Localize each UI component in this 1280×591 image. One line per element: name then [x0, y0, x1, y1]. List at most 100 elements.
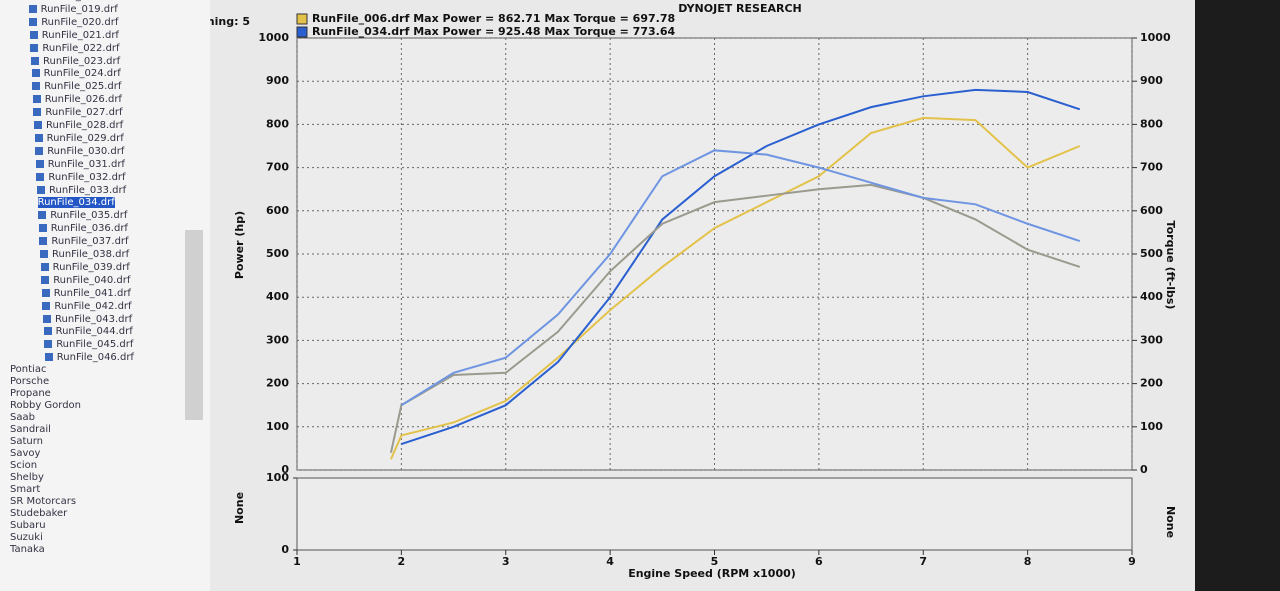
file-item[interactable]: RunFile_029.drf: [34, 132, 124, 144]
data-line: [389, 183, 1081, 453]
item-label: RunFile_020.drf: [41, 16, 119, 28]
x-tick-label: 5: [711, 555, 719, 568]
file-item[interactable]: RunFile_023.drf: [31, 56, 120, 67]
file-icon: [38, 211, 47, 220]
item-label: RunFile_022.drf: [42, 42, 120, 54]
item-label: RunFile_023.drf: [43, 55, 121, 67]
item-label: RunFile_029.drf: [46, 132, 124, 144]
file-item[interactable]: RunFile_034.drf: [37, 197, 115, 209]
file-icon: [40, 250, 48, 258]
file-item[interactable]: RunFile_026.drf: [32, 94, 122, 105]
file-icon: [44, 353, 53, 362]
file-item[interactable]: RunFile_032.drf: [36, 172, 126, 183]
y2-tick-label: 900: [1140, 74, 1163, 87]
data-line: [401, 88, 1081, 446]
x-axis-label: Engine Speed (RPM x1000): [628, 567, 796, 580]
item-label: Suzuki: [10, 532, 43, 543]
file-item[interactable]: RunFile_040.drf: [41, 275, 130, 286]
item-label: RunFile_027.drf: [45, 107, 123, 119]
chart-title: DYNOJET RESEARCH: [678, 2, 801, 15]
file-item[interactable]: RunFile_019.drf: [28, 3, 118, 15]
item-label: RunFile_028.drf: [46, 120, 124, 131]
file-icon: [34, 121, 42, 129]
file-icon: [32, 95, 41, 104]
make-item[interactable]: Suzuki: [10, 532, 43, 543]
make-item[interactable]: Saturn: [10, 436, 43, 447]
y2-axis-label: Torque (ft-lbs): [1164, 221, 1177, 310]
item-label: RunFile_038.drf: [52, 249, 130, 260]
file-item[interactable]: RunFile_039.drf: [40, 261, 130, 273]
file-item[interactable]: RunFile_018.drf: [28, 0, 117, 2]
make-item[interactable]: Pontiac: [10, 364, 46, 375]
y-tick-label: 0: [281, 463, 289, 476]
file-item[interactable]: RunFile_041.drf: [41, 287, 131, 299]
file-item[interactable]: RunFile_033.drf: [37, 185, 126, 196]
file-item[interactable]: RunFile_024.drf: [31, 68, 121, 79]
item-label: RunFile_039.drf: [52, 261, 130, 273]
item-label: RunFile_035.drf: [50, 210, 128, 222]
file-item[interactable]: RunFile_022.drf: [30, 42, 120, 54]
file-item[interactable]: RunFile_036.drf: [38, 223, 128, 234]
file-icon: [43, 327, 52, 336]
lower-y2-label: None: [1164, 506, 1177, 538]
item-label: RunFile_025.drf: [44, 81, 122, 93]
file-item[interactable]: RunFile_042.drf: [42, 301, 132, 312]
item-label: RunFile_043.drf: [55, 313, 133, 325]
file-item[interactable]: RunFile_035.drf: [38, 210, 127, 221]
file-item[interactable]: RunFile_043.drf: [43, 314, 132, 325]
y-tick-label: 300: [266, 333, 289, 346]
y-tick-label: 400: [266, 290, 289, 303]
file-item[interactable]: RunFile_044.drf: [43, 326, 133, 338]
item-label: RunFile_041.drf: [53, 287, 131, 299]
file-item[interactable]: RunFile_045.drf: [44, 339, 133, 350]
file-icon: [44, 340, 53, 349]
x-tick-label: 4: [606, 555, 614, 568]
item-label: Propane: [10, 388, 51, 399]
item-label: RunFile_018.drf: [40, 0, 117, 2]
make-item[interactable]: Shelby: [10, 472, 44, 483]
make-item[interactable]: Sandrail: [10, 424, 51, 435]
item-label: Saab: [10, 412, 35, 423]
item-label: RunFile_044.drf: [55, 326, 133, 338]
make-item[interactable]: Smart: [10, 484, 40, 495]
file-icon: [43, 314, 51, 323]
scrollbar[interactable]: [185, 230, 203, 420]
make-item[interactable]: Subaru: [10, 520, 46, 531]
item-label: Studebaker: [10, 508, 68, 519]
y-tick-label: 100: [266, 420, 289, 433]
make-item[interactable]: Saab: [10, 412, 35, 423]
item-label: RunFile_040.drf: [53, 274, 131, 286]
file-item[interactable]: RunFile_038.drf: [40, 249, 129, 260]
file-item[interactable]: RunFile_027.drf: [33, 107, 123, 119]
file-item[interactable]: RunFile_037.drf: [39, 236, 129, 247]
file-item[interactable]: RunFile_025.drf: [32, 81, 121, 92]
make-item[interactable]: Tanaka: [10, 544, 45, 555]
file-icon: [39, 237, 48, 246]
make-item[interactable]: Robby Gordon: [10, 400, 81, 411]
y2-tick-label: 300: [1140, 333, 1163, 346]
make-item[interactable]: Studebaker: [10, 508, 67, 519]
file-icon: [38, 224, 47, 233]
item-label: Pontiac: [10, 364, 47, 375]
make-item[interactable]: Propane: [10, 388, 51, 399]
item-label: RunFile_021.drf: [41, 29, 119, 41]
make-item[interactable]: Scion: [10, 460, 37, 471]
file-item[interactable]: RunFile_031.drf: [35, 159, 125, 170]
file-icon: [37, 185, 45, 194]
file-item[interactable]: RunFile_030.drf: [35, 146, 124, 157]
file-item[interactable]: RunFile_020.drf: [29, 17, 118, 28]
item-label: RunFile_019.drf: [40, 3, 118, 15]
make-item[interactable]: Savoy: [10, 448, 40, 459]
file-item[interactable]: RunFile_021.drf: [29, 29, 119, 41]
y2-tick-label: 600: [1140, 204, 1163, 217]
make-item[interactable]: SR Motorcars: [10, 496, 76, 507]
file-icon: [31, 56, 39, 65]
x-tick-label: 3: [502, 555, 510, 568]
x-tick-label: 6: [815, 555, 823, 568]
file-item[interactable]: RunFile_028.drf: [34, 120, 123, 131]
file-item[interactable]: RunFile_046.drf: [44, 352, 134, 363]
make-item[interactable]: Porsche: [10, 376, 49, 387]
item-label: Robby Gordon: [10, 400, 82, 411]
header-info: CF: STD Smoothing: 5: [210, 15, 250, 28]
file-icon: [40, 262, 49, 271]
